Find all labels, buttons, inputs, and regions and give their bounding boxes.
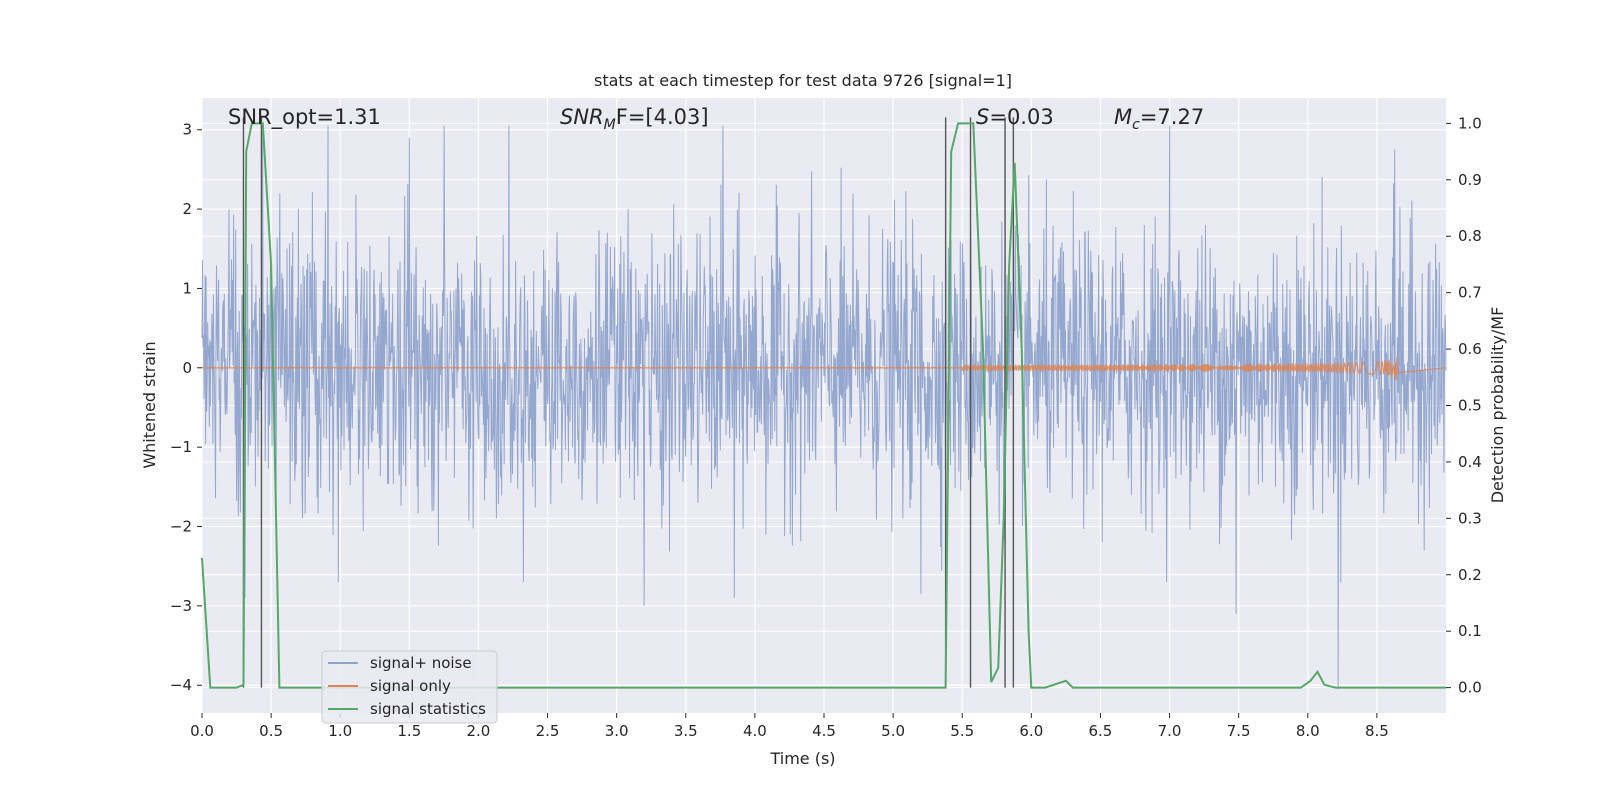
y-left-tick-label: 1 — [182, 279, 192, 297]
annotation-s: S=0.03 — [976, 105, 1054, 129]
x-tick-label: 6.0 — [1019, 722, 1043, 740]
x-tick-label: 4.0 — [743, 722, 767, 740]
series-signal-noise — [201, 125, 1447, 690]
y-left-tick-label: −1 — [170, 438, 192, 456]
annotation-mc-rest: =7.27 — [1140, 105, 1204, 129]
series-signal-only — [201, 356, 1447, 381]
chart-legend: signal+ noise signal only signal statist… — [321, 650, 498, 724]
plot-area — [201, 98, 1447, 713]
annotation-mc-sub: c — [1132, 117, 1140, 133]
y-right-tick-label: 0.2 — [1458, 566, 1482, 584]
annotation-mc-main: M — [1114, 105, 1132, 129]
y-axis-left: 3 2 1 0 −1 −2 −3 −4 — [170, 121, 202, 694]
x-axis: 0.0 0.5 1.0 1.5 2.0 2.5 3.0 3.5 4.0 4.5 5.0 5.5 6.0 6… — [190, 713, 1389, 740]
y-right-tick-label: 0.3 — [1458, 509, 1482, 527]
legend-label-stats: signal statistics — [370, 700, 486, 718]
x-tick-label: 2.5 — [536, 722, 560, 740]
y-right-tick-label: 1.0 — [1458, 114, 1482, 132]
y-right-tick-label: 0.8 — [1458, 227, 1482, 245]
y-right-tick-label: 0.9 — [1458, 171, 1482, 189]
x-tick-label: 7.0 — [1158, 722, 1182, 740]
annotation-mc: Mc=7.27 — [1114, 105, 1204, 133]
y-axis-left-label: Whitened strain — [140, 341, 159, 468]
annotation-snr-opt: SNR_opt=1.31 — [228, 105, 381, 130]
legend-label-signal: signal only — [370, 677, 451, 695]
y-right-tick-label: 0.4 — [1458, 453, 1482, 471]
x-tick-label: 0.5 — [259, 722, 283, 740]
annotation-snr-mf-main: SNR — [560, 105, 604, 129]
x-axis-label: Time (s) — [769, 749, 835, 768]
x-tick-label: 8.0 — [1296, 722, 1320, 740]
y-left-tick-label: −2 — [170, 518, 192, 536]
x-tick-label: 5.5 — [950, 722, 974, 740]
annotation-snr-mf-rest: F=[4.03] — [616, 105, 709, 129]
x-tick-label: 7.5 — [1227, 722, 1251, 740]
x-tick-label: 3.0 — [605, 722, 629, 740]
x-tick-label: 2.0 — [467, 722, 491, 740]
annotation-s-main: S — [976, 105, 989, 129]
x-tick-label: 1.5 — [397, 722, 421, 740]
x-tick-label: 4.5 — [812, 722, 836, 740]
y-left-tick-label: −4 — [170, 676, 192, 694]
y-right-tick-label: 0.6 — [1458, 340, 1482, 358]
annotation-snr-mf: SNRMF=[4.03] — [560, 105, 709, 133]
x-tick-label: 1.0 — [328, 722, 352, 740]
legend-label-noise: signal+ noise — [370, 654, 472, 672]
chart-title: stats at each timestep for test data 972… — [594, 71, 1012, 90]
x-tick-label: 6.5 — [1089, 722, 1113, 740]
annotation-s-rest: =0.03 — [989, 105, 1053, 129]
y-left-tick-label: 0 — [182, 359, 192, 377]
y-right-tick-label: 0.0 — [1458, 679, 1482, 697]
y-right-tick-label: 0.7 — [1458, 284, 1482, 302]
x-tick-label: 5.0 — [881, 722, 905, 740]
y-axis-right-label: Detection probability/MF — [1488, 307, 1507, 504]
y-left-tick-label: 3 — [182, 121, 192, 139]
x-tick-label: 8.5 — [1365, 722, 1389, 740]
x-tick-label: 0.0 — [190, 722, 214, 740]
y-left-tick-label: −3 — [170, 597, 192, 615]
x-tick-label: 3.5 — [674, 722, 698, 740]
annotation-snr-mf-sub: M — [604, 117, 616, 133]
legend-box — [321, 650, 498, 724]
y-left-tick-label: 2 — [182, 200, 192, 218]
y-right-tick-label: 0.5 — [1458, 397, 1482, 415]
series-signal-statistics — [201, 122, 1446, 689]
y-right-tick-label: 0.1 — [1458, 622, 1482, 640]
y-axis-right: 1.0 0.9 0.8 0.7 0.6 0.5 0.4 0.3 0.2 0.1 0.0 — [1446, 114, 1482, 697]
